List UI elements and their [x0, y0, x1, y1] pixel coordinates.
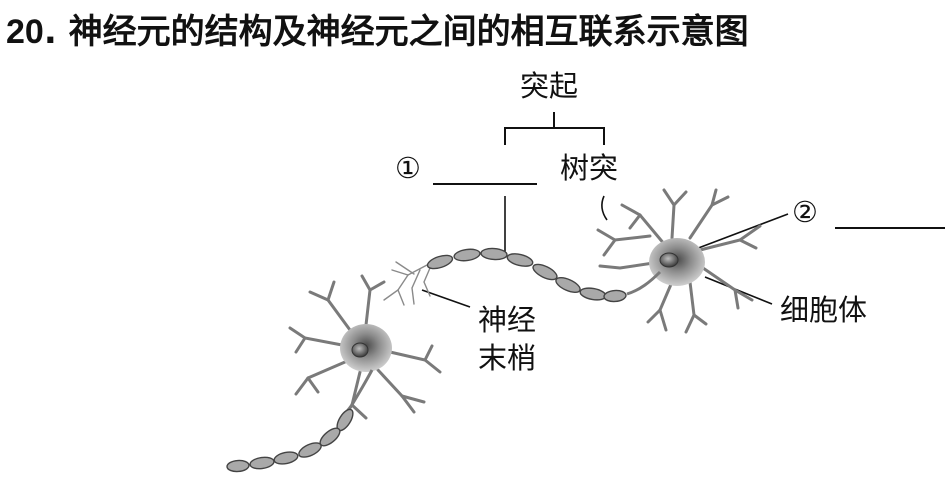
label-process: 突起: [520, 69, 579, 103]
label-nerve-ending-1: 神经: [478, 303, 537, 337]
left-neuron-dendrites: [288, 274, 442, 422]
question-title: 20. 神经元的结构及神经元之间的相互联系示意图: [6, 4, 749, 53]
left-nucleus: [351, 342, 369, 358]
lower-axon: [226, 408, 354, 473]
label-blank-2-marker: ②: [792, 195, 818, 229]
question-number: 20: [6, 13, 44, 51]
upper-axon-link: [626, 270, 662, 296]
question-separator: .: [43, 12, 57, 52]
label-blank-1-marker: ①: [395, 151, 421, 185]
upper-axon: [426, 247, 627, 303]
label-soma: 细胞体: [780, 293, 868, 327]
leader-dendrite: [601, 195, 608, 221]
right-neuron-dendrites: [596, 188, 762, 334]
label-dendrite: 树突: [560, 151, 619, 185]
label-nerve-ending-2: 末梢: [478, 341, 537, 375]
leader-nerve-ending: [421, 289, 471, 308]
lower-axon-link: [348, 369, 374, 409]
nerve-endings: [383, 261, 431, 306]
right-nucleus: [659, 252, 679, 268]
process-bracket: [504, 112, 605, 145]
question-text: 神经元的结构及神经元之间的相互联系示意图: [68, 12, 749, 52]
